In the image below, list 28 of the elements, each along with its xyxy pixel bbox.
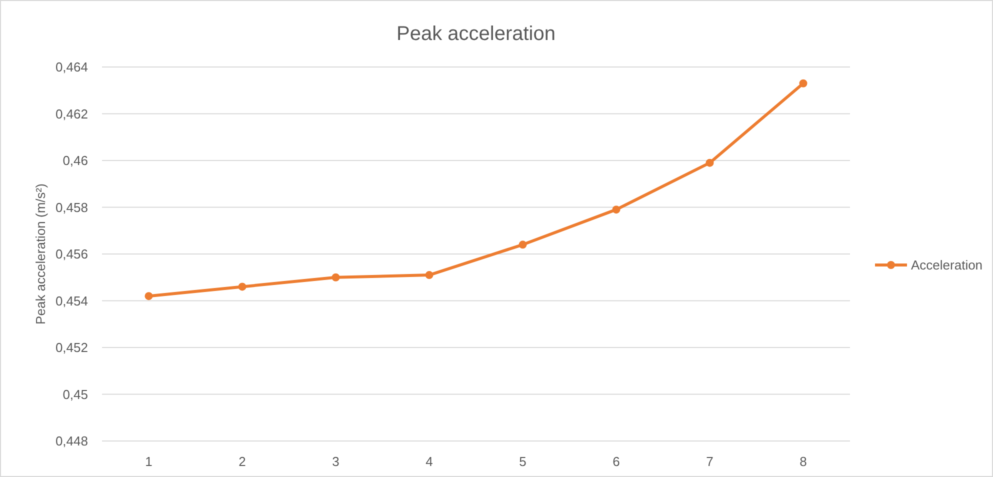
point	[518, 240, 527, 249]
x-tick-label: 1	[145, 454, 152, 469]
y-tick-label: 0,45	[62, 386, 88, 402]
y-tick-label: 0,452	[55, 340, 88, 356]
y-tick-label: 0,464	[55, 60, 88, 75]
point	[706, 158, 714, 167]
x-tick-label: 4	[426, 454, 433, 469]
y-tick-label: 0,458	[55, 200, 88, 215]
x-tick-label: 7	[706, 454, 714, 469]
x-tick-label: 3	[332, 454, 340, 469]
point	[332, 273, 340, 282]
point	[799, 79, 808, 88]
point	[612, 206, 620, 214]
x-tick-label: 5	[519, 454, 526, 469]
x-tick-label: 2	[238, 454, 246, 469]
legend-label: Acceleration	[911, 258, 983, 273]
y-tick-label: 0,456	[55, 246, 88, 262]
y-tick-label: 0,46	[62, 153, 88, 168]
y-axis-title: Peak acceleration (m/s²)	[33, 184, 48, 324]
y-tick-label: 0,448	[55, 434, 88, 449]
point	[144, 292, 153, 300]
x-tick-label: 8	[800, 454, 807, 469]
y-tick-label: 0,462	[55, 106, 88, 122]
y-tick-label: 0,454	[55, 293, 88, 308]
chart-title: Peak acceleration	[396, 23, 556, 45]
point	[238, 282, 246, 291]
x-tick-label: 6	[612, 454, 620, 469]
point	[425, 271, 434, 280]
